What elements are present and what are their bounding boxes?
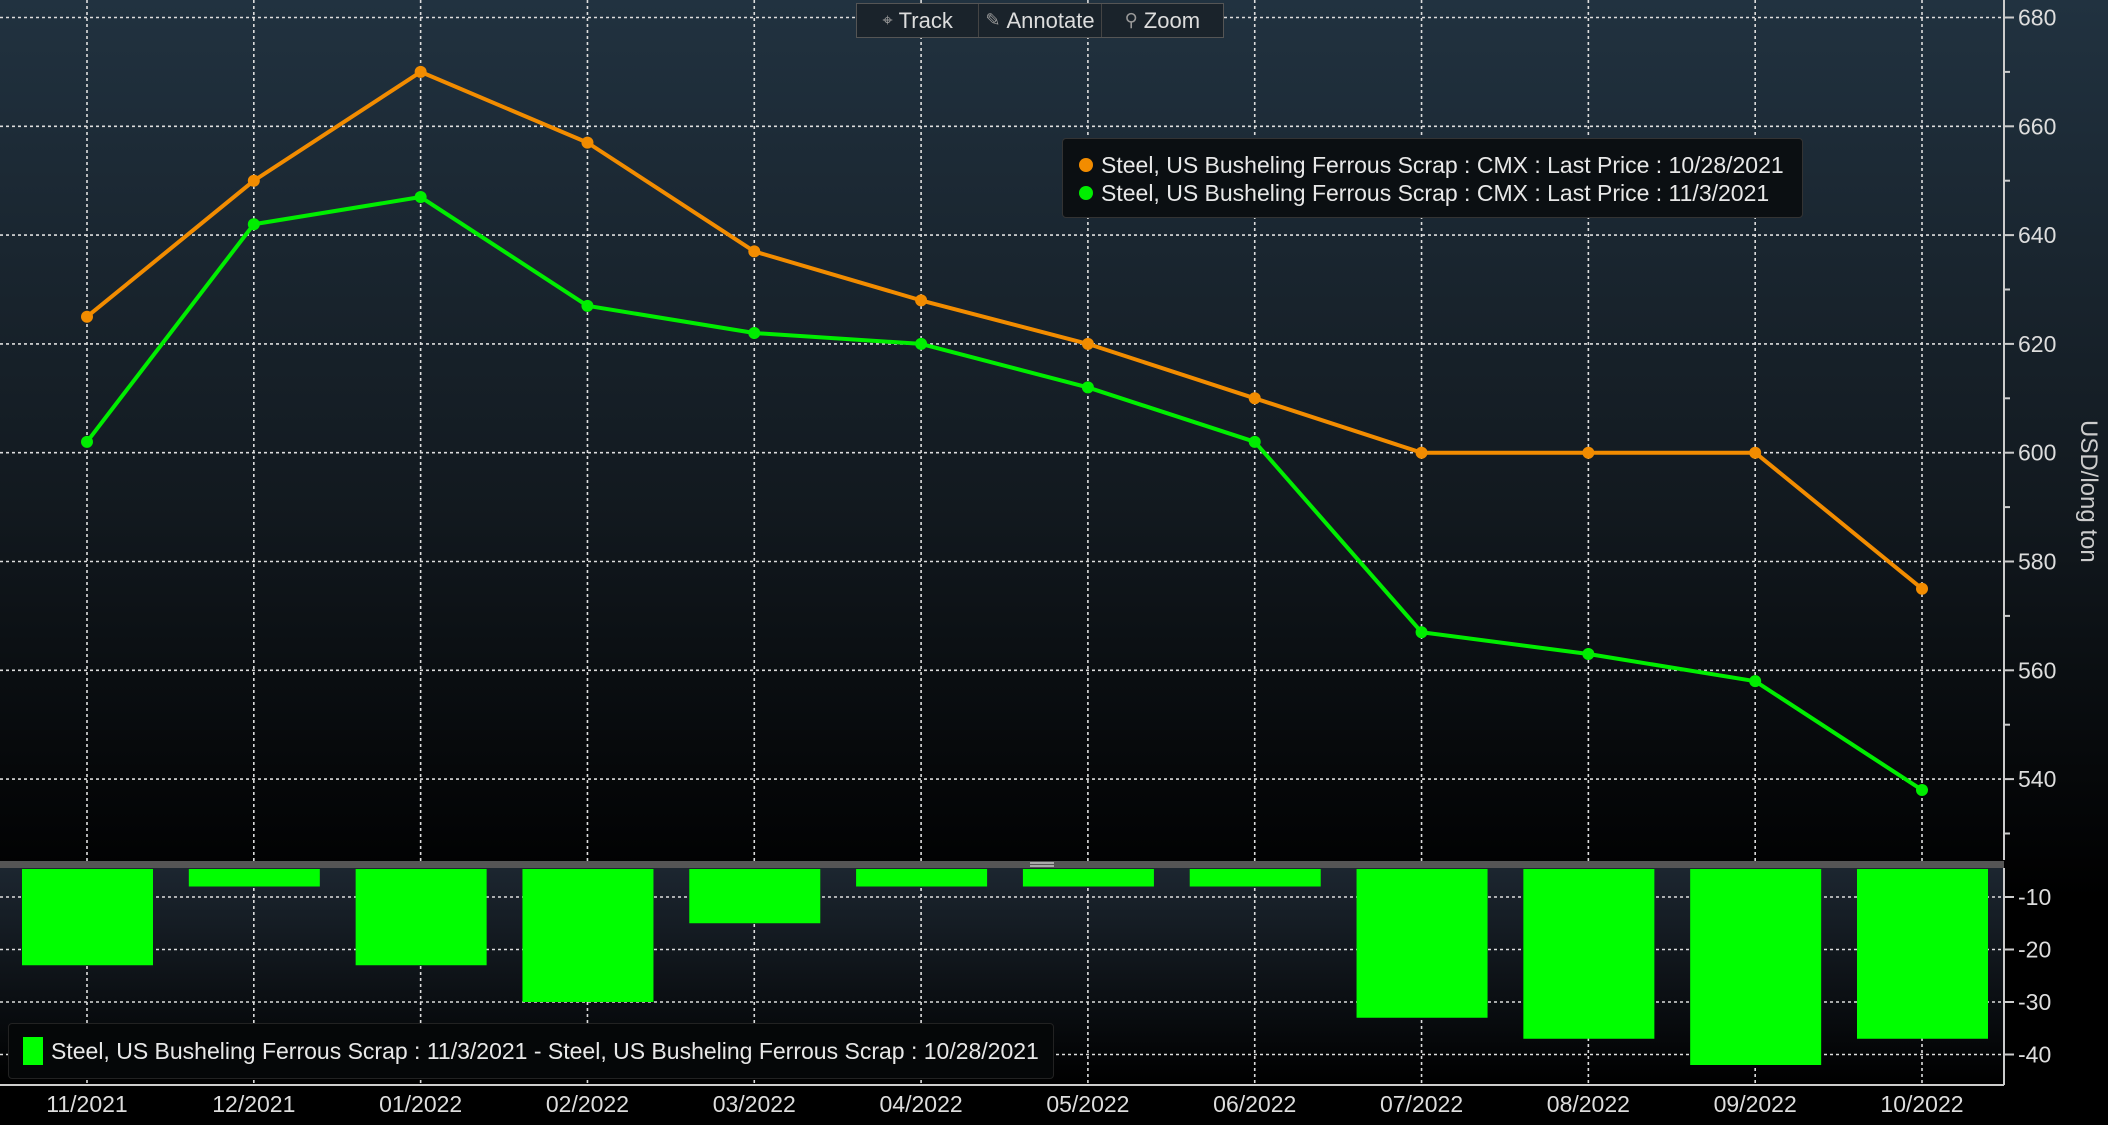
magnifier-icon: ⚲	[1124, 10, 1138, 30]
diff-bar	[188, 869, 320, 887]
diff-bar	[856, 869, 988, 887]
diff-bar	[1523, 869, 1655, 1039]
y-tick-label: -30	[2018, 989, 2051, 1015]
y-tick-label: 640	[2018, 222, 2056, 248]
x-tick-label: 05/2022	[1046, 1091, 1129, 1117]
drag-handle-icon	[1030, 862, 1054, 864]
y-tick-label: 620	[2018, 331, 2056, 357]
diff-bar	[355, 869, 487, 966]
x-tick-label: 08/2022	[1547, 1091, 1630, 1117]
diff-bar	[1356, 869, 1488, 1018]
track-button[interactable]: ⌖ Track	[857, 4, 980, 37]
data-point	[81, 310, 93, 323]
x-tick-label: 06/2022	[1213, 1091, 1296, 1117]
data-point	[915, 337, 928, 350]
data-point	[1582, 446, 1595, 459]
x-tick-label: 04/2022	[880, 1091, 963, 1117]
x-tick-label: 01/2022	[379, 1091, 462, 1117]
diff-bar	[1189, 869, 1321, 887]
data-point	[1081, 381, 1094, 394]
data-point	[1749, 446, 1762, 459]
data-point	[581, 136, 594, 149]
green-dot-icon	[1079, 186, 1093, 200]
y-tick-label: 600	[2018, 440, 2056, 466]
track-label: Track	[898, 7, 953, 33]
y-tick-label: 660	[2018, 113, 2056, 139]
x-tick-label: 10/2022	[1880, 1091, 1963, 1117]
green-square-icon	[23, 1037, 43, 1065]
data-point	[1081, 337, 1094, 350]
data-point	[414, 191, 427, 204]
diff-bar	[689, 869, 821, 924]
data-point	[1415, 446, 1428, 459]
diff-bar	[522, 869, 654, 1002]
data-point	[581, 299, 594, 312]
legend-label: Steel, US Busheling Ferrous Scrap : 11/3…	[51, 1037, 1039, 1064]
series-line	[85, 69, 1924, 591]
x-tick-label: 11/2021	[46, 1091, 127, 1117]
data-point	[1415, 626, 1428, 639]
y-tick-label: 540	[2018, 766, 2056, 792]
x-tick-label: 12/2021	[212, 1091, 295, 1117]
x-tick-label: 09/2022	[1714, 1091, 1797, 1117]
data-point	[247, 174, 260, 187]
legend-label: Steel, US Busheling Ferrous Scrap : CMX …	[1101, 179, 1770, 206]
diff-bar	[22, 869, 153, 966]
pencil-icon: ✎	[985, 10, 1001, 30]
y-tick-label: 560	[2018, 657, 2056, 683]
x-tick-label: 07/2022	[1380, 1091, 1463, 1117]
chart-toolbar: ⌖ Track ✎ Annotate ⚲ Zoom	[856, 3, 1224, 38]
legend-item[interactable]: Steel, US Busheling Ferrous Scrap : CMX …	[1079, 179, 1784, 207]
y-tick-label: -40	[2018, 1042, 2051, 1068]
line-legend: Steel, US Busheling Ferrous Scrap : CMX …	[1062, 138, 1803, 218]
y-tick-label: -10	[2018, 884, 2051, 910]
data-point	[247, 218, 260, 231]
data-point	[1916, 783, 1928, 796]
data-point	[915, 294, 928, 307]
orange-dot-icon	[1079, 158, 1093, 172]
x-tick-label: 02/2022	[546, 1091, 629, 1117]
panel-separator	[0, 861, 2004, 868]
y-tick-label: -20	[2018, 937, 2051, 963]
diff-bar	[1690, 869, 1822, 1065]
zoom-button[interactable]: ⚲ Zoom	[1102, 4, 1223, 37]
annotate-label: Annotate	[1006, 7, 1095, 33]
y-axis-title: USD/long ton	[2075, 420, 2102, 563]
data-point	[1749, 675, 1762, 688]
data-point	[1582, 647, 1595, 660]
legend-label: Steel, US Busheling Ferrous Scrap : CMX …	[1101, 151, 1784, 178]
drag-handle-icon	[1030, 865, 1054, 867]
data-point	[748, 327, 761, 340]
x-tick-label: 03/2022	[713, 1091, 796, 1117]
zoom-label: Zoom	[1143, 7, 1201, 33]
y-tick-label: 680	[2018, 5, 2056, 31]
y-tick-label: 580	[2018, 549, 2056, 575]
diff-bar	[1022, 869, 1154, 887]
data-point	[1248, 435, 1261, 448]
data-point	[81, 435, 93, 448]
data-point	[1916, 582, 1928, 595]
crosshair-icon: ⌖	[882, 10, 893, 30]
legend-item[interactable]: Steel, US Busheling Ferrous Scrap : CMX …	[1079, 151, 1784, 179]
bar-legend: Steel, US Busheling Ferrous Scrap : 11/3…	[8, 1023, 1054, 1079]
annotate-button[interactable]: ✎ Annotate	[979, 4, 1102, 37]
data-point	[748, 245, 761, 258]
diff-bar	[1857, 869, 1988, 1039]
data-point	[414, 65, 427, 78]
data-point	[1248, 392, 1261, 405]
series-line	[85, 195, 1924, 792]
